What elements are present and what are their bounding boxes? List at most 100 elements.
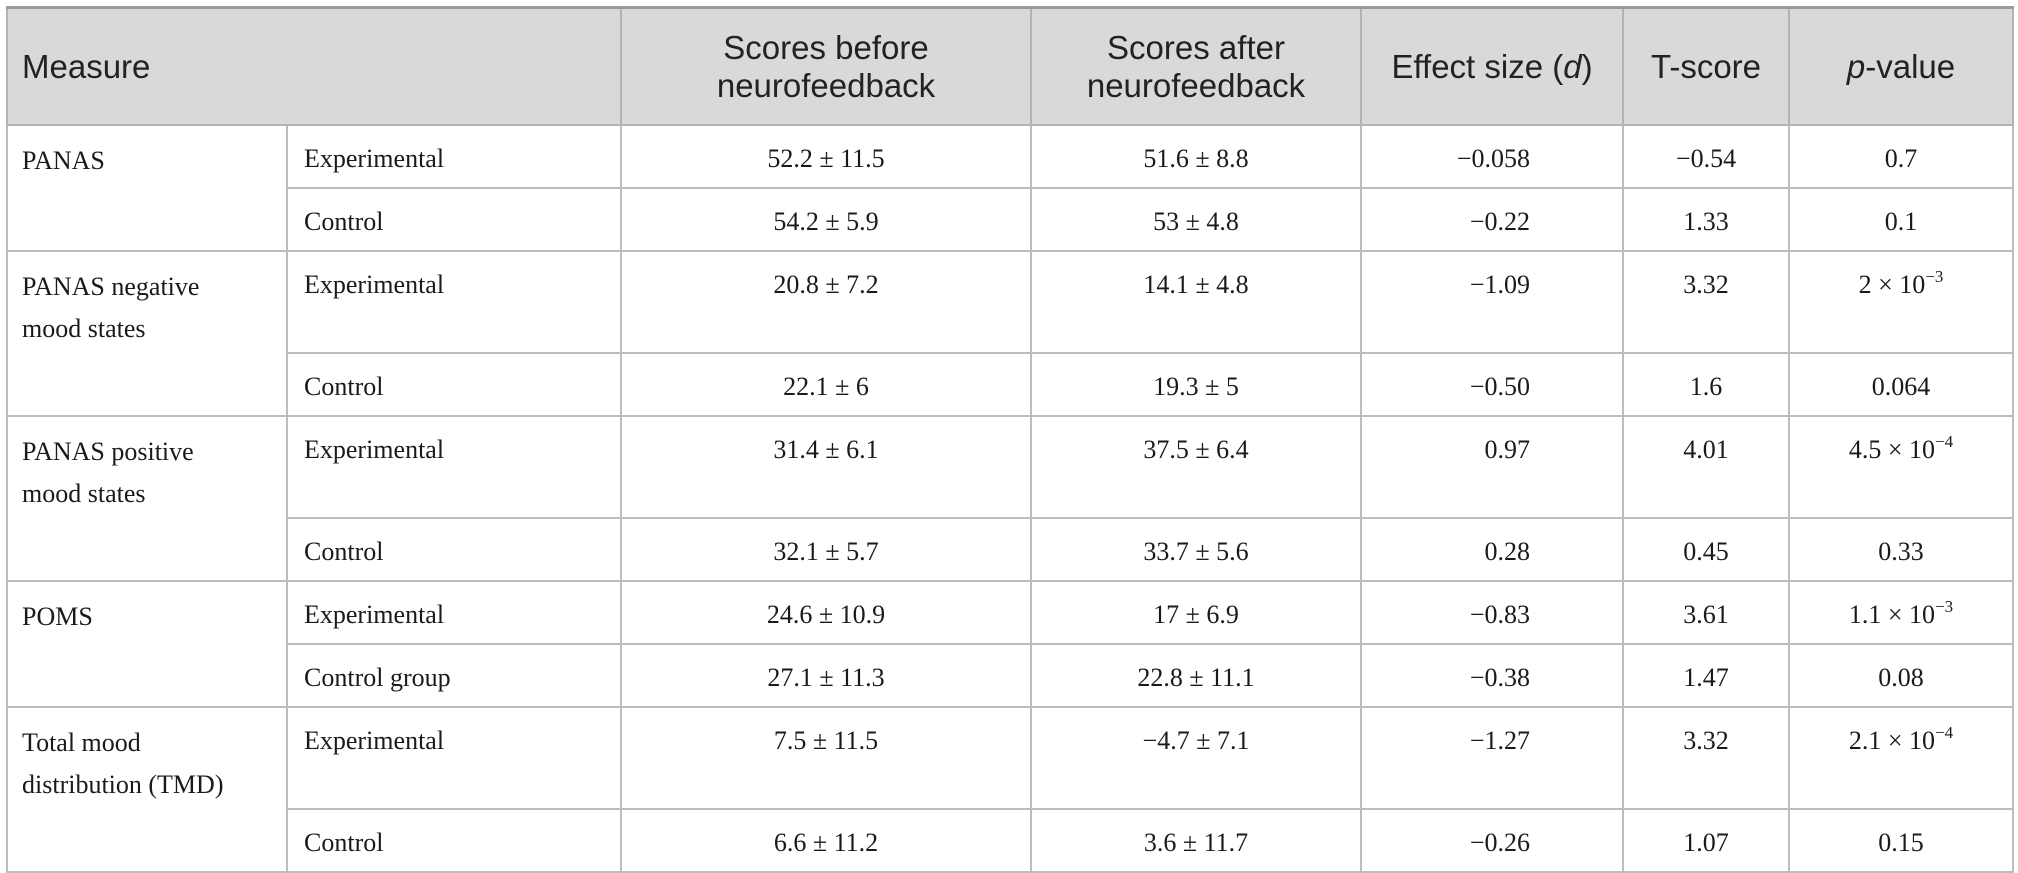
before-cell: 24.6 ± 10.9 (620, 580, 1033, 645)
table-row: Total mood distribution (TMD) Experimental… (6, 706, 2015, 873)
after-cell: 17 ± 6.9 (1030, 580, 1363, 645)
measure-label-line1: Total mood (22, 728, 141, 757)
table-row: Control 32.1 ± 5.7 33.7 ± 5.6 0.28 0.45 0.33 (7, 517, 2015, 582)
after-cell: −4.7 ± 7.1 (1030, 706, 1363, 810)
measure-cell: PANAS negative mood states (6, 250, 288, 417)
header-p-value: p-value (1788, 6, 2015, 126)
table-row: PANAS positive mood states Experimental 31.… (6, 415, 2015, 582)
t-score-cell: 1.07 (1622, 808, 1791, 873)
group-cell: Control (285, 187, 623, 252)
header-effect-size: Effect size (d) (1360, 6, 1625, 126)
group-cell: Control (285, 517, 623, 582)
p-value-base: 2.1 × 10 (1848, 726, 1936, 755)
after-cell: 19.3 ± 5 (1030, 352, 1363, 417)
table-row: PANAS Experimental 52.2 ± 11.5 51.6 ± 8.8 −0… (6, 124, 2015, 252)
group-cell: Control group (285, 643, 623, 708)
measure-cell: PANAS (6, 124, 288, 252)
effect-cell: −0.50 (1360, 352, 1625, 417)
effect-cell: 0.28 (1360, 517, 1625, 582)
p-value-base: 2 × 10 (1858, 270, 1926, 299)
p-value-cell: 0.08 (1788, 643, 2015, 708)
measure-cell: POMS (6, 580, 288, 708)
measure-label-line2: mood states (22, 479, 146, 508)
p-value-cell: 2.1 × 10−4 (1788, 706, 2015, 810)
t-score-cell: 4.01 (1622, 415, 1791, 519)
p-value-cell: 4.5 × 10−4 (1788, 415, 2015, 519)
group-cell: Control (285, 808, 623, 873)
p-value-cell: 0.7 (1788, 124, 2015, 189)
measure-label-line2: distribution (TMD) (22, 770, 224, 799)
p-value-cell: 2 × 10−3 (1788, 250, 2015, 354)
measure-label-line1: PANAS positive (22, 437, 194, 466)
p-value-exponent: −4 (1935, 432, 1954, 451)
t-score-cell: 0.45 (1622, 517, 1791, 582)
after-cell: 22.8 ± 11.1 (1030, 643, 1363, 708)
before-cell: 54.2 ± 5.9 (620, 187, 1033, 252)
table-row: PANAS negative mood states Experimental 20.… (6, 250, 2015, 417)
measure-label-line1: POMS (22, 602, 93, 631)
after-cell: 51.6 ± 8.8 (1030, 124, 1363, 189)
group-cell: Experimental (285, 706, 623, 810)
effect-cell: −0.058 (1360, 124, 1625, 189)
effect-cell: −0.38 (1360, 643, 1625, 708)
before-cell: 31.4 ± 6.1 (620, 415, 1033, 519)
effect-cell: 0.97 (1360, 415, 1625, 519)
p-value-cell: 0.15 (1788, 808, 2015, 873)
measure-cell: PANAS positive mood states (6, 415, 288, 582)
measure-label-line1: PANAS (22, 146, 105, 175)
p-value-base: 0.15 (1878, 828, 1924, 857)
before-cell: 32.1 ± 5.7 (620, 517, 1033, 582)
before-cell: 6.6 ± 11.2 (620, 808, 1033, 873)
p-value-cell: 0.1 (1788, 187, 2015, 252)
p-value-exponent: −4 (1935, 723, 1954, 742)
effect-cell: −1.09 (1360, 250, 1625, 354)
measure-cell: Total mood distribution (TMD) (6, 706, 288, 873)
group-cell: Experimental (285, 250, 623, 354)
before-cell: 22.1 ± 6 (620, 352, 1033, 417)
effect-cell: −0.22 (1360, 187, 1625, 252)
after-cell: 37.5 ± 6.4 (1030, 415, 1363, 519)
table-row: Control 6.6 ± 11.2 3.6 ± 11.7 −0.26 1.07 0.15 (7, 808, 2015, 873)
results-table: Measure Scores before neurofeedback Score… (5, 6, 2015, 873)
p-value-base: 1.1 × 10 (1848, 600, 1936, 629)
table-body: PANAS Experimental 52.2 ± 11.5 51.6 ± 8.8 −0… (6, 124, 2015, 873)
after-cell: 33.7 ± 5.6 (1030, 517, 1363, 582)
table-row: POMS Experimental 24.6 ± 10.9 17 ± 6.9 −0.83… (6, 580, 2015, 708)
after-cell: 3.6 ± 11.7 (1030, 808, 1363, 873)
measure-label-line1: PANAS negative (22, 272, 200, 301)
t-score-cell: 3.61 (1622, 580, 1791, 645)
header-scores-after: Scores after neurofeedback (1030, 6, 1363, 126)
p-value-cell: 1.1 × 10−3 (1788, 580, 2015, 645)
before-cell: 52.2 ± 11.5 (620, 124, 1033, 189)
effect-cell: −0.26 (1360, 808, 1625, 873)
after-cell: 53 ± 4.8 (1030, 187, 1363, 252)
t-score-cell: 3.32 (1622, 250, 1791, 354)
t-score-cell: −0.54 (1622, 124, 1791, 189)
t-score-cell: 1.33 (1622, 187, 1791, 252)
p-value-base: 4.5 × 10 (1848, 435, 1936, 464)
p-value-cell: 0.33 (1788, 517, 2015, 582)
header-measure: Measure (5, 6, 623, 126)
effect-cell: −1.27 (1360, 706, 1625, 810)
header-t-score: T-score (1622, 6, 1791, 126)
p-value-exponent: −3 (1925, 267, 1944, 286)
group-cell: Experimental (285, 580, 623, 645)
before-cell: 7.5 ± 11.5 (620, 706, 1033, 810)
p-value-base: 0.33 (1878, 537, 1924, 566)
p-value-cell: 0.064 (1788, 352, 2015, 417)
t-score-cell: 1.6 (1622, 352, 1791, 417)
p-value-base: 0.1 (1884, 207, 1918, 236)
t-score-cell: 3.32 (1622, 706, 1791, 810)
measure-label-line2: mood states (22, 314, 146, 343)
before-cell: 20.8 ± 7.2 (620, 250, 1033, 354)
group-cell: Experimental (285, 124, 623, 189)
group-cell: Control (285, 352, 623, 417)
t-score-cell: 1.47 (1622, 643, 1791, 708)
p-value-base: 0.08 (1878, 663, 1924, 692)
group-cell: Experimental (285, 415, 623, 519)
header-row: Measure Scores before neurofeedback Score… (5, 6, 2015, 126)
p-value-base: 0.7 (1884, 144, 1918, 173)
before-cell: 27.1 ± 11.3 (620, 643, 1033, 708)
p-value-base: 0.064 (1871, 372, 1931, 401)
effect-cell: −0.83 (1360, 580, 1625, 645)
